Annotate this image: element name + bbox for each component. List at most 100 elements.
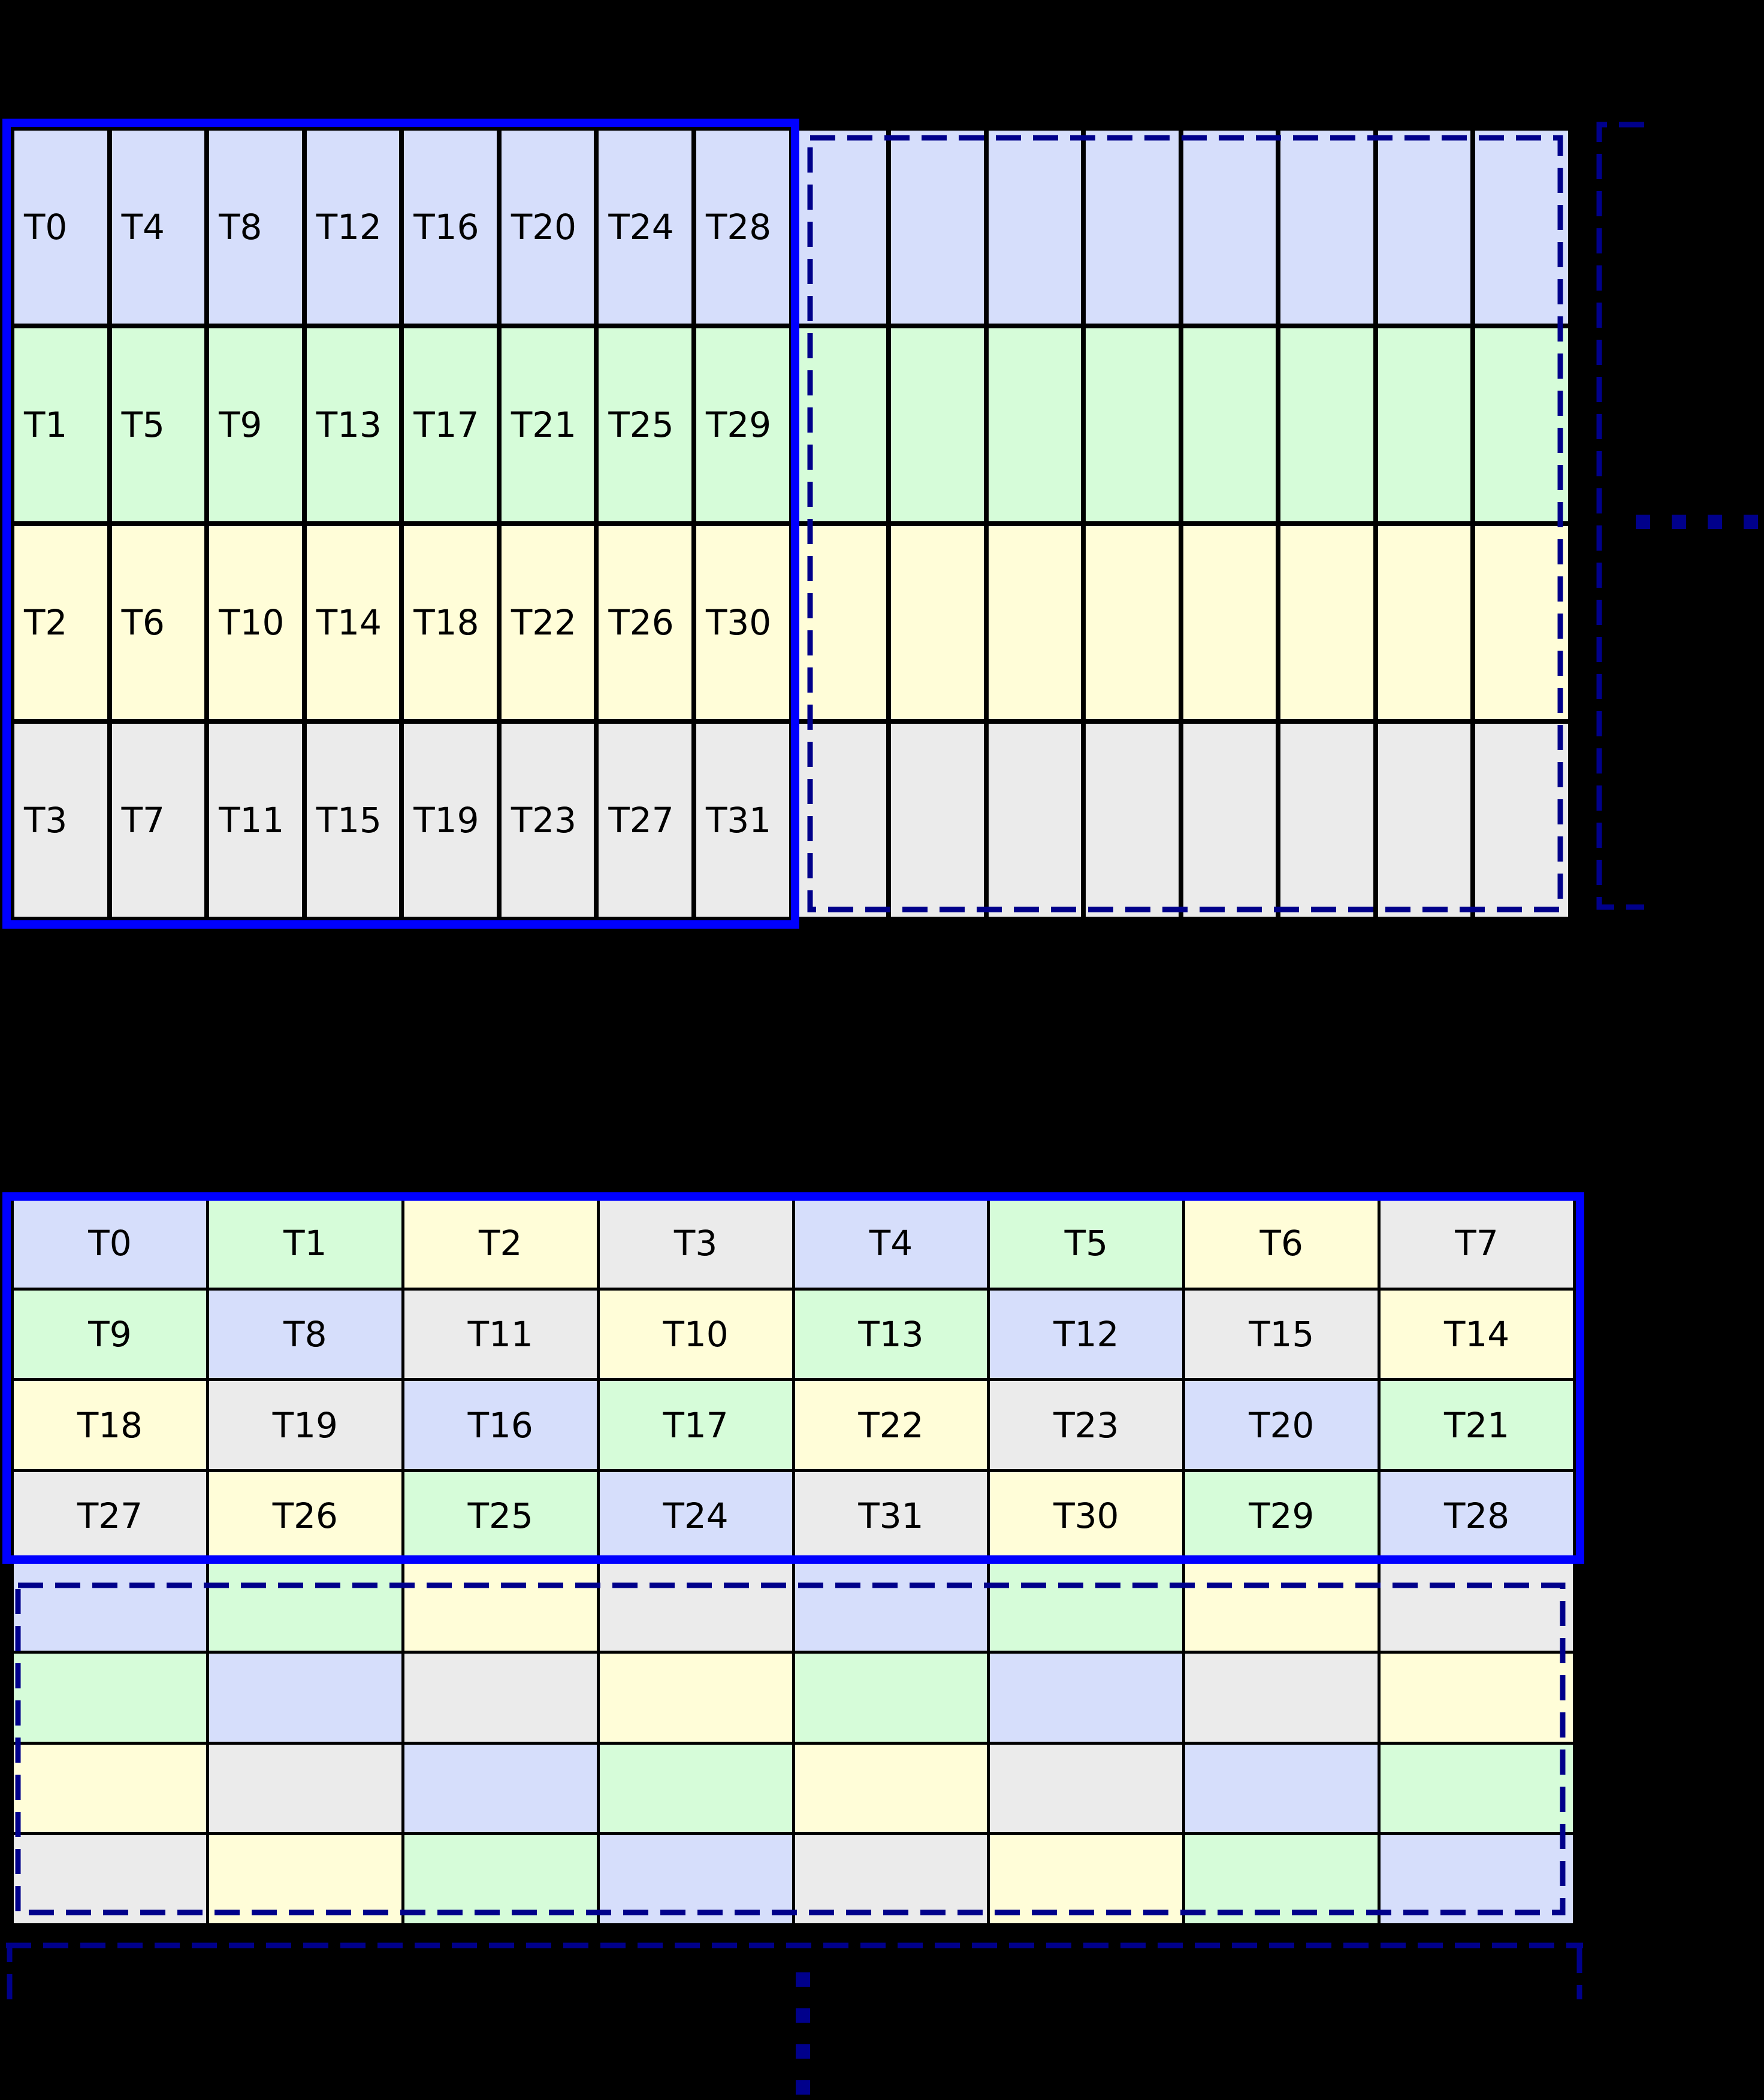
thread-cell-unlabeled <box>209 1563 401 1651</box>
thread-cell: T25 <box>599 328 691 521</box>
thread-cell: T10 <box>599 1290 792 1379</box>
thread-cell-unlabeled <box>1086 526 1179 719</box>
thread-cell-unlabeled <box>1185 1563 1378 1651</box>
thread-cell-unlabeled <box>1381 1563 1573 1651</box>
thread-cell-unlabeled <box>988 526 1082 719</box>
thread-cell: T17 <box>404 328 497 521</box>
thread-cell-unlabeled <box>793 328 887 521</box>
thread-cell-unlabeled <box>599 1835 792 1923</box>
thread-cell-unlabeled <box>1378 526 1471 719</box>
thread-cell-unlabeled <box>990 1563 1183 1651</box>
thread-cell: T21 <box>501 328 594 521</box>
thread-cell-unlabeled <box>988 131 1082 324</box>
thread-cell-unlabeled <box>404 1744 597 1833</box>
thread-cell: T7 <box>111 724 205 917</box>
thread-cell: T24 <box>599 131 691 324</box>
thread-cell-unlabeled <box>1280 526 1373 719</box>
thread-cell: T6 <box>111 526 205 719</box>
thread-cell: T20 <box>1185 1381 1378 1469</box>
thread-cell-unlabeled <box>404 1563 597 1651</box>
thread-cell-unlabeled <box>795 1654 987 1742</box>
thread-cell-unlabeled <box>1475 328 1568 521</box>
thread-cell-unlabeled <box>1378 131 1471 324</box>
thread-cell: T22 <box>795 1381 987 1469</box>
thread-cell-unlabeled <box>1381 1835 1573 1923</box>
thread-cell: T19 <box>209 1381 401 1469</box>
thread-cell: T0 <box>14 131 107 324</box>
thread-cell-unlabeled <box>1183 526 1276 719</box>
thread-cell: T22 <box>501 526 594 719</box>
thread-cell: T29 <box>696 328 789 521</box>
thread-cell: T8 <box>209 131 302 324</box>
thread-cell: T27 <box>14 1471 206 1560</box>
thread-cell: T5 <box>111 328 205 521</box>
thread-cell-unlabeled <box>988 328 1082 521</box>
thread-cell-unlabeled <box>209 1835 401 1923</box>
thread-cell: T31 <box>696 724 789 917</box>
thread-cell: T25 <box>404 1471 597 1560</box>
thread-cell-unlabeled <box>14 1835 206 1923</box>
thread-cell: T12 <box>306 131 400 324</box>
thread-cell-unlabeled <box>14 1563 206 1651</box>
thread-cell: T15 <box>306 724 400 917</box>
thread-cell: T14 <box>1381 1290 1573 1379</box>
thread-cell: T8 <box>209 1290 401 1379</box>
thread-cell: T19 <box>404 724 497 917</box>
thread-cell-unlabeled <box>599 1654 792 1742</box>
thread-cell-unlabeled <box>209 1744 401 1833</box>
thread-cell-unlabeled <box>990 1654 1183 1742</box>
thread-cell: T30 <box>990 1471 1183 1560</box>
thread-cell: T0 <box>14 1199 206 1288</box>
thread-cell: T11 <box>209 724 302 917</box>
thread-cell-unlabeled <box>1183 328 1276 521</box>
thread-cell: T7 <box>1381 1199 1573 1288</box>
thread-cell-unlabeled <box>1185 1654 1378 1742</box>
thread-cell: T3 <box>14 724 107 917</box>
thread-cell-unlabeled <box>1381 1744 1573 1833</box>
thread-cell-unlabeled <box>209 1654 401 1742</box>
thread-cell-unlabeled <box>1381 1654 1573 1742</box>
thread-cell-unlabeled <box>1280 724 1373 917</box>
thread-cell: T1 <box>14 328 107 521</box>
thread-cell: T13 <box>795 1290 987 1379</box>
thread-cell: T3 <box>599 1199 792 1288</box>
thread-cell: T30 <box>696 526 789 719</box>
thread-cell: T4 <box>795 1199 987 1288</box>
thread-cell: T11 <box>404 1290 597 1379</box>
thread-cell: T4 <box>111 131 205 324</box>
thread-cell-unlabeled <box>990 1744 1183 1833</box>
thread-cell-unlabeled <box>891 724 984 917</box>
thread-cell-unlabeled <box>1475 724 1568 917</box>
thread-cell: T31 <box>795 1471 987 1560</box>
thread-cell-unlabeled <box>793 131 887 324</box>
bottom-continuation-bracket <box>6 1942 1583 1999</box>
thread-cell-unlabeled <box>1280 131 1373 324</box>
thread-cell-unlabeled <box>599 1563 792 1651</box>
swizzled-thread-grid: T0 T1 T2 T3 T4 T5 T6 T7 T9 T8 T11 T10 T13 T12 T15 T14 T1… <box>11 1196 1576 1926</box>
thread-cell-unlabeled <box>1280 328 1373 521</box>
thread-cell-unlabeled <box>793 724 887 917</box>
thread-cell: T9 <box>209 328 302 521</box>
thread-cell: T6 <box>1185 1199 1378 1288</box>
thread-cell: T14 <box>306 526 400 719</box>
right-continuation-bracket <box>1596 122 1644 910</box>
thread-cell-unlabeled <box>14 1654 206 1742</box>
thread-cell: T27 <box>599 724 691 917</box>
thread-cell-unlabeled <box>990 1835 1183 1923</box>
thread-cell-unlabeled <box>1185 1835 1378 1923</box>
thread-cell: T16 <box>404 1381 597 1469</box>
thread-cell: T1 <box>209 1199 401 1288</box>
thread-cell-unlabeled <box>14 1744 206 1833</box>
thread-cell-unlabeled <box>1183 724 1276 917</box>
thread-cell: T12 <box>990 1290 1183 1379</box>
thread-cell-unlabeled <box>1086 131 1179 324</box>
thread-cell-unlabeled <box>891 131 984 324</box>
thread-cell-unlabeled <box>795 1744 987 1833</box>
thread-cell-unlabeled <box>1185 1744 1378 1833</box>
thread-cell-unlabeled <box>1378 328 1471 521</box>
thread-cell: T9 <box>14 1290 206 1379</box>
thread-cell: T26 <box>209 1471 401 1560</box>
thread-cell: T28 <box>696 131 789 324</box>
thread-cell-unlabeled <box>891 328 984 521</box>
